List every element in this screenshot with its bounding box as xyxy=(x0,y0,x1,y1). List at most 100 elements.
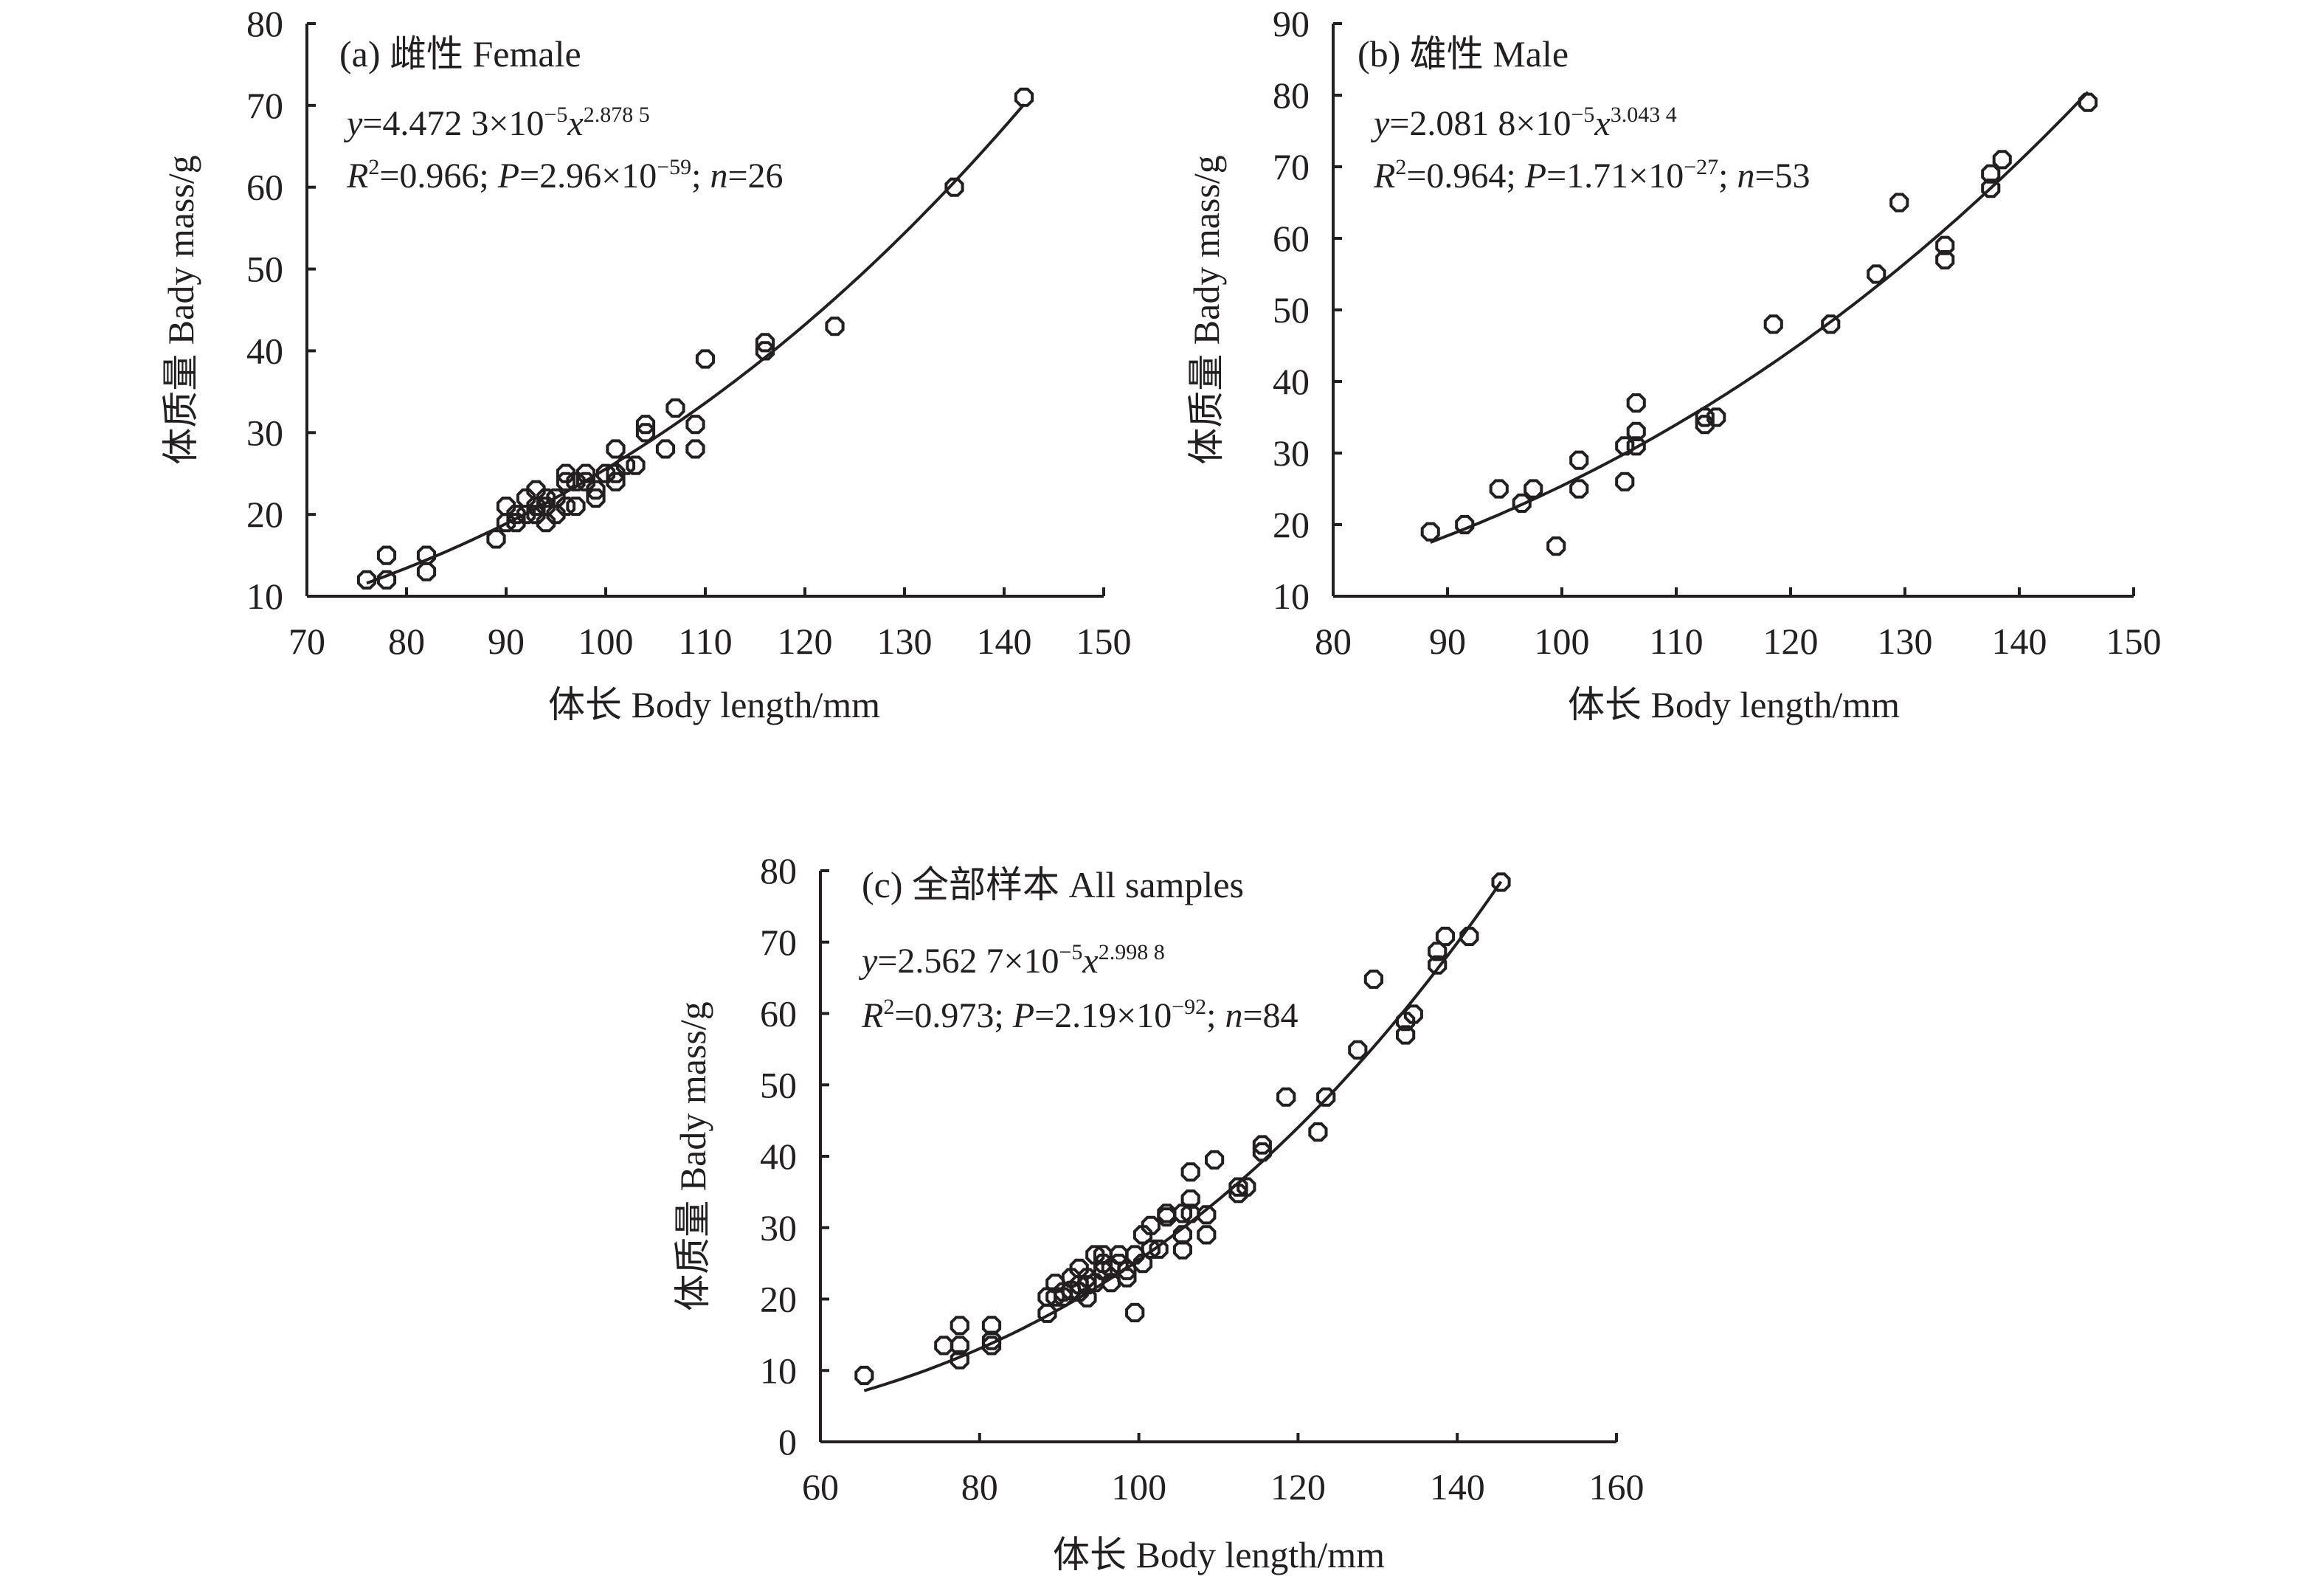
data-point-male xyxy=(1867,264,1886,284)
data-point-all xyxy=(1149,1239,1169,1259)
y-tick-label: 40 xyxy=(246,330,283,371)
panel-title-female: (a) 雌性 Female xyxy=(339,33,581,75)
data-point-all xyxy=(1197,1205,1217,1225)
stat-p: P xyxy=(497,156,519,196)
data-point-female xyxy=(665,398,685,418)
data-point-male xyxy=(1546,536,1566,556)
y-tick-label: 10 xyxy=(246,576,283,617)
x-tick-label: 90 xyxy=(488,621,525,662)
stat-n-val: =26 xyxy=(727,156,783,196)
data-point-female xyxy=(655,439,676,459)
data-point-male xyxy=(1763,314,1783,334)
y-tick-label: 40 xyxy=(1273,361,1310,402)
x-tick-label: 150 xyxy=(1076,621,1132,662)
x-tick-label: 60 xyxy=(802,1466,839,1508)
stat-r-val: =0.973; xyxy=(894,996,1012,1035)
equation-all: y=2.562 7×10−5x2.998 8 xyxy=(858,940,1165,981)
data-point-male xyxy=(1524,479,1543,499)
y-tick-label: 30 xyxy=(246,412,283,453)
data-point-all xyxy=(1141,1239,1161,1259)
eq-coef: =2.081 8×10 xyxy=(1389,104,1571,143)
eq-y: y xyxy=(343,104,363,143)
data-point-female xyxy=(586,480,606,500)
x-tick-label: 80 xyxy=(388,621,425,662)
stat-r-val: =0.966; xyxy=(379,156,497,196)
data-point-male xyxy=(1935,250,1955,270)
stat-r-exp: 2 xyxy=(883,995,894,1019)
panel-title-male: (b) 雄性 Male xyxy=(1358,33,1569,75)
data-point-male xyxy=(1569,479,1589,499)
panel-female: 10 20 30 40 50 60 70 80 70 80 90 100 110 120 130 140 150… xyxy=(160,3,1132,725)
x-tick-label: 80 xyxy=(1315,621,1352,662)
stat-p-val: =1.71×10 xyxy=(1546,156,1684,196)
stat-r-val: =0.964; xyxy=(1406,156,1524,196)
x-tick-label: 140 xyxy=(977,621,1032,662)
y-tick-label: 0 xyxy=(778,1421,797,1463)
y-tick-label: 30 xyxy=(1273,432,1310,474)
data-point-all xyxy=(1180,1189,1200,1209)
data-point-all xyxy=(1396,1025,1416,1045)
eq-coef-exp: −5 xyxy=(1571,103,1594,127)
axes-male: 10 20 30 40 50 60 70 80 90 80 90 100 110 120 130 140 150 xyxy=(1273,3,2162,662)
data-point-all xyxy=(854,1365,874,1386)
data-point-female xyxy=(536,488,556,508)
y-tick-label: 70 xyxy=(1273,146,1310,187)
data-point-all xyxy=(1197,1225,1217,1245)
data-point-female xyxy=(566,497,586,517)
data-point-all xyxy=(950,1336,969,1356)
data-point-female xyxy=(755,341,775,361)
axes-female: 10 20 30 40 50 60 70 80 70 80 90 100 110 120 130 140 150 xyxy=(246,3,1132,662)
data-point-female xyxy=(944,177,964,197)
scatter-points-male xyxy=(1420,92,2098,556)
stats-all: R2=0.973; P=2.19×10−92; n=84 xyxy=(861,995,1298,1035)
stat-r: R xyxy=(1373,156,1395,196)
data-point-male xyxy=(1935,235,1955,255)
data-point-all xyxy=(1228,1177,1248,1197)
x-tick-label: 120 xyxy=(1763,621,1819,662)
data-point-male xyxy=(1889,193,1909,213)
stat-p-exp: −27 xyxy=(1684,155,1718,179)
y-tick-label: 50 xyxy=(760,1064,797,1105)
data-point-all xyxy=(1205,1150,1225,1170)
data-point-female xyxy=(755,333,775,353)
x-tick-label: 120 xyxy=(778,621,833,662)
data-point-male xyxy=(1615,472,1635,491)
x-tick-label: 90 xyxy=(1429,621,1466,662)
scatter-points-all xyxy=(854,872,1511,1386)
data-point-male xyxy=(1821,314,1841,334)
data-point-all xyxy=(1077,1288,1097,1308)
stat-sep: ; xyxy=(1718,156,1737,196)
y-tick-label: 80 xyxy=(1273,75,1310,116)
data-point-all xyxy=(1125,1302,1145,1322)
eq-coef-exp: −5 xyxy=(1059,940,1082,964)
x-tick-label: 140 xyxy=(1992,621,2047,662)
x-axis-title-female: 体长 Body length/mm xyxy=(548,684,880,725)
x-tick-label: 100 xyxy=(1535,621,1590,662)
data-point-all xyxy=(1109,1245,1129,1265)
x-axis-title-all: 体长 Body length/mm xyxy=(1053,1534,1385,1575)
x-tick-label: 70 xyxy=(288,621,325,662)
data-point-female xyxy=(526,497,546,517)
y-tick-label: 10 xyxy=(760,1350,797,1391)
data-point-male xyxy=(1489,479,1509,499)
data-point-male xyxy=(1992,150,2012,170)
eq-x: x xyxy=(1594,104,1610,143)
y-axis-title-female: 体质量 Bady mass/g xyxy=(160,155,201,464)
y-tick-label: 80 xyxy=(246,3,283,44)
data-point-all xyxy=(950,1316,969,1336)
data-point-female xyxy=(376,570,397,590)
data-point-female xyxy=(685,439,705,459)
data-point-all xyxy=(1172,1240,1192,1260)
stat-n: n xyxy=(710,156,727,196)
data-point-female xyxy=(546,505,566,525)
x-tick-label: 100 xyxy=(578,621,634,662)
eq-y: y xyxy=(1370,104,1390,143)
data-point-all xyxy=(1180,1162,1200,1182)
data-point-female xyxy=(376,545,397,565)
fit-curve-male xyxy=(1430,91,2089,544)
data-point-all xyxy=(1348,1040,1368,1060)
data-point-female xyxy=(635,415,656,435)
x-tick-label: 120 xyxy=(1270,1466,1326,1508)
data-point-female xyxy=(356,570,377,590)
